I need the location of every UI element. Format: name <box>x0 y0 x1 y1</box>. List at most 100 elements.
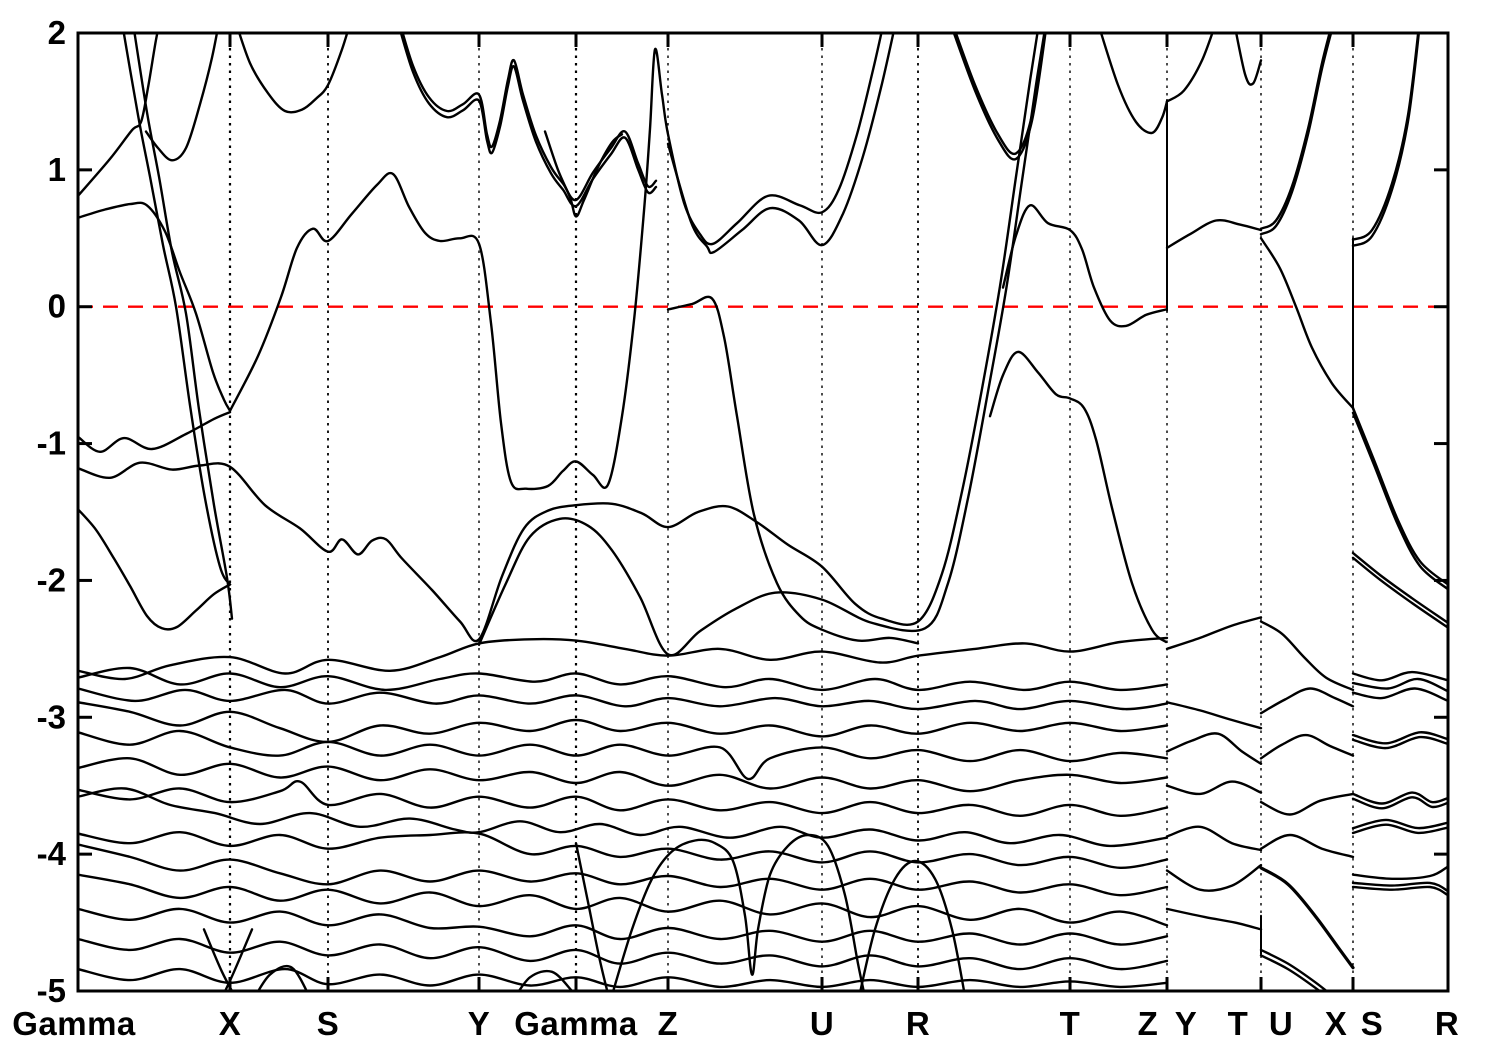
x-axis-symmetry-label: S <box>317 1005 340 1042</box>
band-path <box>1165 33 1214 103</box>
x-axis-symmetry-label: T <box>1060 1005 1081 1042</box>
band-path <box>78 636 1169 681</box>
band-path <box>1351 551 1448 625</box>
band-path-partner <box>1351 33 1421 248</box>
x-axis-symmetry-label: U <box>1269 1005 1293 1042</box>
band-path <box>1001 204 1168 328</box>
x-axis-symmetry-label: Z <box>658 1005 679 1042</box>
y-axis-tick-label: -3 <box>37 698 66 735</box>
band-path <box>666 33 895 255</box>
band-path <box>1351 406 1448 586</box>
band-path-partner <box>1351 885 1448 897</box>
band-path <box>1165 701 1263 730</box>
band-path <box>78 873 1169 927</box>
band-path <box>228 33 883 491</box>
band-path <box>133 33 234 620</box>
band-path <box>78 787 1169 848</box>
band-path <box>1165 218 1263 250</box>
band-path-partner <box>399 33 658 208</box>
gridlines <box>78 33 1448 991</box>
band-path <box>1351 865 1448 881</box>
x-axis-symmetry-label: R <box>906 1005 930 1042</box>
x-axis-symmetry-label: Gamma <box>12 1005 136 1042</box>
band-path <box>78 843 1169 897</box>
band-path-partner <box>1351 411 1448 591</box>
band-path <box>1259 792 1355 816</box>
band-path <box>78 780 1169 818</box>
band-path <box>1351 687 1448 703</box>
band-path <box>1259 687 1355 715</box>
y-axis-tick-label: -1 <box>37 425 66 462</box>
x-axis-symmetry-label: U <box>810 1005 834 1042</box>
band-path <box>78 830 1169 870</box>
y-axis-tick-label: 0 <box>48 288 66 325</box>
x-axis-symmetry-label: Gamma <box>514 1005 638 1042</box>
band-path <box>78 701 1169 744</box>
axes <box>76 31 1450 993</box>
band-path <box>78 33 1039 643</box>
band-path <box>543 130 624 218</box>
band-path <box>1351 791 1448 805</box>
band-path-partner <box>1351 796 1448 810</box>
band-path <box>78 666 1169 692</box>
x-axis-symmetry-label: R <box>1435 1005 1459 1042</box>
band-path <box>1259 866 1355 970</box>
band-path <box>1165 732 1263 765</box>
band-path-partner <box>1259 954 1322 991</box>
band-path <box>122 33 232 586</box>
band-path <box>1259 833 1355 859</box>
band-path <box>256 964 308 991</box>
band-path <box>1351 670 1448 682</box>
band-path <box>988 350 1168 644</box>
band-path <box>144 33 219 162</box>
band-path <box>477 33 1046 657</box>
band-path-partner <box>952 33 1047 161</box>
band-path <box>78 410 232 454</box>
band-path <box>1259 237 1355 410</box>
band-path <box>78 33 159 198</box>
band-path <box>1099 33 1169 135</box>
y-axis-tick-label: -4 <box>37 835 67 872</box>
band-path <box>1351 818 1448 830</box>
band-path <box>78 729 1169 781</box>
band-path <box>1259 620 1355 692</box>
x-axis-symmetry-label: X <box>1325 1005 1348 1042</box>
band-path <box>574 841 609 991</box>
band-path <box>78 907 1169 946</box>
x-axis-symmetry-label: Y <box>468 1005 491 1042</box>
band-path <box>666 295 920 645</box>
band-path <box>78 687 1169 711</box>
band-path <box>1234 33 1263 86</box>
band-path <box>1259 948 1329 991</box>
band-curves <box>78 33 1448 991</box>
band-path <box>78 757 1169 793</box>
band-path <box>238 33 349 114</box>
band-path <box>1351 731 1448 745</box>
y-axis-tick-label: 2 <box>48 14 66 51</box>
y-axis-tick-label: -2 <box>37 561 66 598</box>
band-path <box>202 928 234 991</box>
x-axis-symmetry-label: X <box>219 1005 242 1042</box>
x-axis-symmetry-label: Z <box>1138 1005 1159 1042</box>
band-path <box>1165 907 1263 931</box>
band-path <box>1351 881 1448 893</box>
band-path <box>78 508 232 631</box>
band-path <box>1259 33 1331 230</box>
x-axis-symmetry-label: T <box>1228 1005 1249 1042</box>
band-path <box>517 969 574 991</box>
band-path <box>78 967 1169 989</box>
band-path <box>1165 780 1263 796</box>
band-path <box>223 928 254 991</box>
band-path-partner <box>1351 556 1448 629</box>
x-axis-symmetry-label: S <box>1361 1005 1384 1042</box>
band-path <box>1259 733 1355 760</box>
band-path <box>1351 677 1448 693</box>
band-path-partner <box>1351 823 1448 835</box>
x-axis-symmetry-label: Y <box>1175 1005 1198 1042</box>
plot-border <box>76 31 1450 993</box>
band-path-partner <box>1351 735 1448 750</box>
